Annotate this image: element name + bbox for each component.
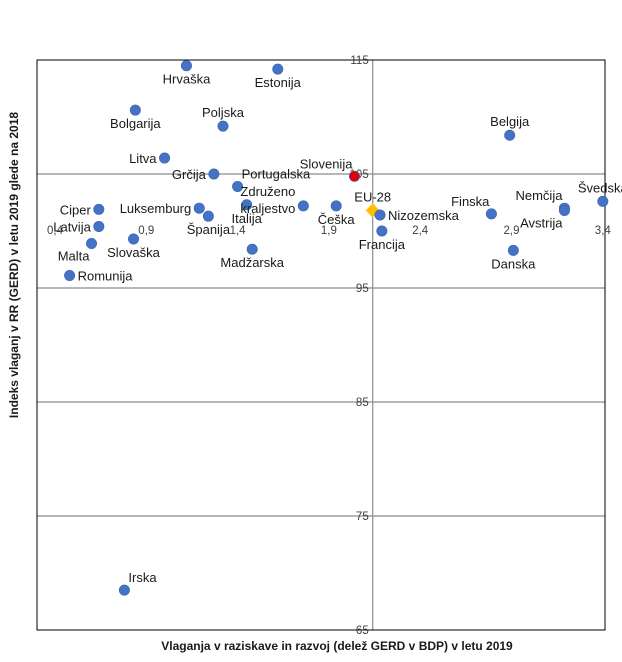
point-label-poljska: Poljska [202, 105, 245, 120]
point-label-švedska: Švedska [578, 180, 622, 195]
point-label-francija: Francija [359, 237, 406, 252]
y-tick-labels: 65758595105115 [350, 55, 369, 637]
x-tick-label: 3,4 [595, 225, 612, 237]
point-label-litva: Litva [129, 151, 157, 166]
point-italija [241, 199, 253, 211]
x-tick-labels: 0,4 0,9 1,4 1,9 2,4 2,9 3,4 [47, 225, 611, 237]
x-tick-label: 2,4 [412, 225, 429, 237]
point-label-češka: Češka [318, 212, 356, 227]
x-tick-label: 1,4 [230, 225, 247, 237]
x-axis-title: Vlaganja v raziskave in razvoj (delež GE… [161, 639, 513, 653]
point-francija [376, 225, 388, 237]
point-label-danska: Danska [491, 256, 536, 271]
y-tick-label: 85 [356, 397, 369, 409]
x-tick-label: 0,4 [47, 225, 64, 237]
point-slovenija [348, 170, 360, 182]
point-label-romunija: Romunija [78, 268, 134, 283]
point-label-nizozemska: Nizozemska [388, 208, 460, 223]
point-latvija [93, 220, 105, 232]
point-label-estonija: Estonija [255, 75, 302, 90]
point-slovaška [128, 233, 140, 245]
x-tick-label: 2,9 [504, 225, 520, 237]
point-finska [485, 208, 497, 220]
point-romunija [64, 269, 76, 281]
y-tick-label: 115 [350, 55, 368, 67]
point-label-združeno-kraljestvo: Združeno kraljestvo [240, 184, 295, 216]
point-label-irska: Irska [128, 570, 157, 585]
point-portugalska [232, 181, 244, 193]
point-estonija [272, 63, 284, 75]
point-label-slovaška: Slovaška [107, 245, 161, 260]
point-belgija [504, 129, 516, 141]
point-label-malta: Malta [58, 249, 91, 264]
point-madžarska [246, 243, 258, 255]
point-label-bolgarija: Bolgarija [110, 116, 161, 131]
point-label-belgija: Belgija [490, 114, 530, 129]
plot-frame [36, 59, 606, 631]
y-axis-title: Indeks vlaganj v RR (GERD) v letu 2019 g… [7, 112, 21, 418]
point-malta [86, 238, 98, 250]
grid-lines [37, 173, 605, 517]
point-label-finska: Finska [451, 194, 490, 209]
point-poljska [217, 120, 229, 132]
y-tick-label: 75 [356, 511, 369, 523]
y-tick-label: 95 [356, 283, 369, 295]
point-litva [159, 152, 171, 164]
point-label-italija: Italija [232, 211, 263, 226]
x-tick-label: 0,9 [138, 225, 154, 237]
point-label-avstrija: Avstrija [520, 215, 563, 230]
point-irska [118, 584, 130, 596]
point-label-portugalska: Portugalska [242, 167, 311, 182]
y-tick-label: 65 [356, 625, 369, 637]
point-grčija [208, 168, 220, 180]
point-label-madžarska: Madžarska [220, 255, 284, 270]
data-points [64, 60, 609, 596]
point-švedska [597, 195, 609, 207]
point-luksemburg [193, 202, 205, 214]
point-češka [330, 200, 342, 212]
point-hrvaška [180, 60, 192, 72]
point-label-slovenija: Slovenija [300, 156, 354, 171]
point-ciper [93, 203, 105, 215]
point-bolgarija [129, 104, 141, 116]
point-label-latvija: Latvija [53, 219, 91, 234]
point-label-ciper: Ciper [60, 202, 92, 217]
point-label-luksemburg: Luksemburg [120, 201, 192, 216]
point-label-hrvaška: Hrvaška [163, 72, 211, 87]
point-združeno-kraljestvo [297, 200, 309, 212]
point-nizozemska [374, 209, 386, 221]
x-tick-label: 1,9 [321, 225, 337, 237]
point-label-grčija: Grčija [172, 167, 207, 182]
point-danska [507, 244, 519, 256]
point-avstrija [558, 204, 570, 216]
point-label-španija: Španija [187, 222, 231, 237]
point-španija [202, 210, 214, 222]
point-label-nemčija: Nemčija [515, 188, 563, 203]
point-label-eu-28: EU-28 [354, 189, 391, 204]
point-labels: Hrvaška Estonija Bolgarija Poljska Belgija Li… [53, 72, 622, 585]
